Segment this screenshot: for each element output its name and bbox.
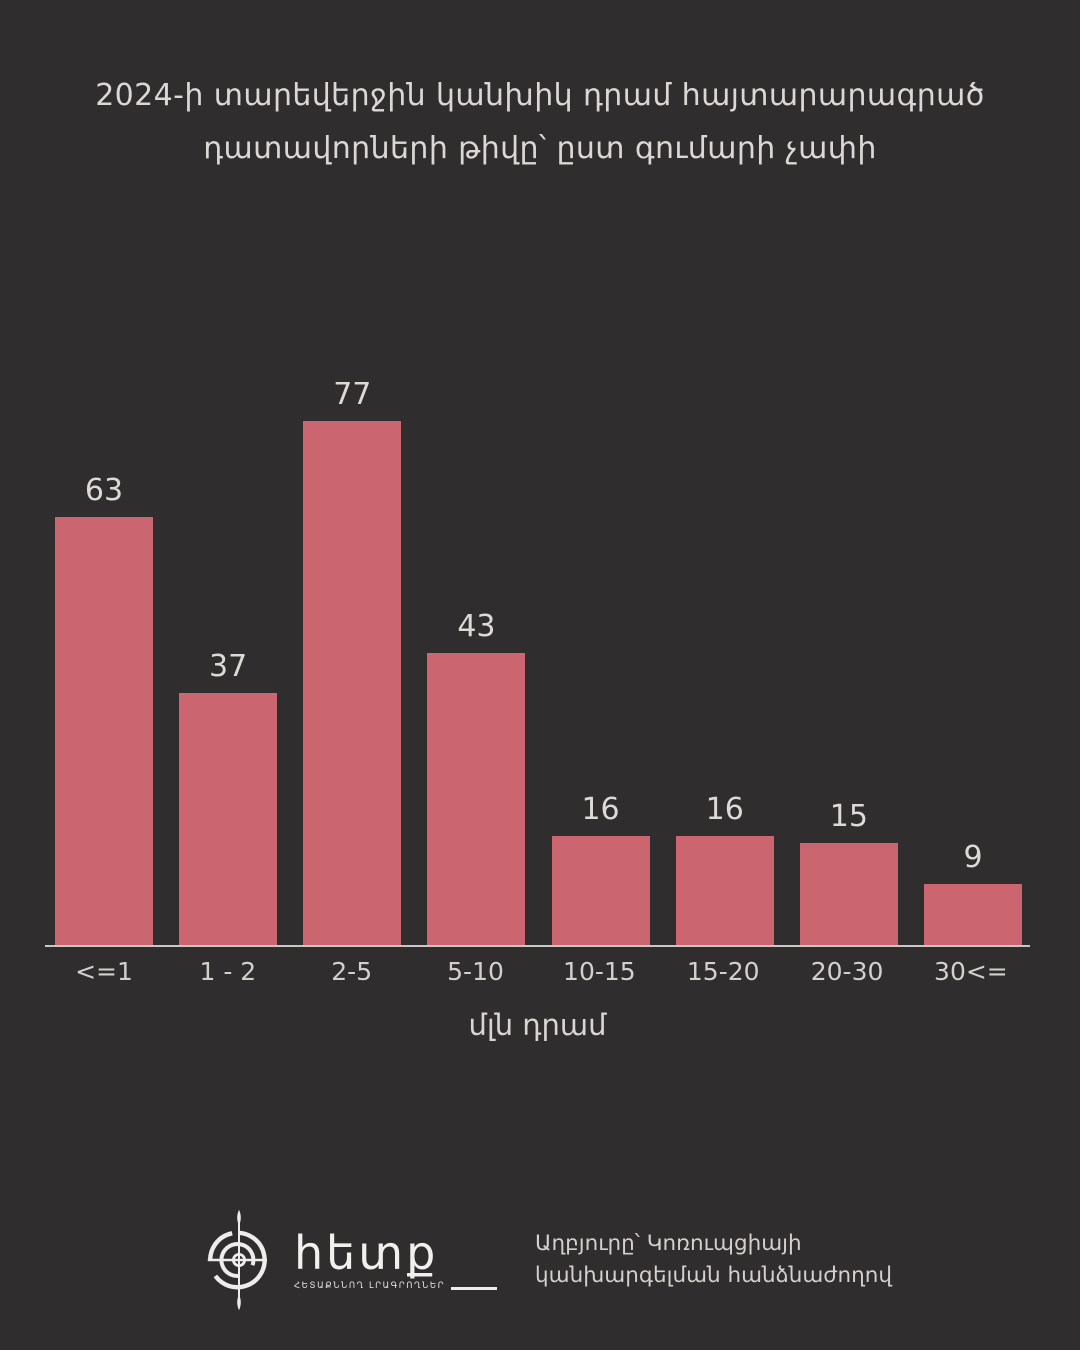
chart-title-line1: 2024-ի տարեվերջին կանխիկ դրամ հայտարարագ…	[95, 78, 985, 113]
bar-column: 77	[303, 377, 402, 945]
bar	[923, 884, 1022, 945]
bar-column: 15	[799, 799, 898, 945]
bars-row: 63 37 77 43 16 16 15 9	[45, 375, 1030, 945]
source-attribution: Աղբյուրը՝ Կոռուպցիայի կանխարգելման հանձն…	[535, 1228, 892, 1293]
source-line2: կանխարգելման հանձնաժողով	[535, 1263, 892, 1289]
bar-value-label: 9	[963, 840, 983, 875]
x-tick-label: 15-20	[686, 957, 760, 986]
bar-value-label: 43	[457, 609, 496, 644]
chart-title: 2024-ի տարեվերջին կանխիկ դրամ հայտարարագ…	[0, 0, 1080, 175]
logo-underline	[451, 1286, 498, 1290]
x-axis-title: մլն դրամ	[468, 1008, 607, 1042]
logo-wordmark: հետք	[294, 1226, 439, 1281]
bar-column: 43	[427, 609, 526, 945]
x-tick-label: 10-15	[563, 957, 636, 986]
x-tick-label: 30<=	[934, 957, 1008, 986]
source-line1: Աղբյուրը՝ Կոռուպցիայի	[535, 1231, 802, 1256]
x-tick-label: <=1	[75, 957, 133, 986]
bar-chart: 63 37 77 43 16 16 15 9 <=1 1 - 2 2-5 5-10 10-15 15-2…	[45, 375, 1030, 1042]
bar-column: 16	[551, 792, 650, 945]
bar-value-label: 77	[333, 377, 372, 412]
ticks-row: <=1 1 - 2 2-5 5-10 10-15 15-20 20-30 30<=	[45, 947, 1030, 986]
bar	[799, 843, 898, 945]
bar	[303, 421, 402, 945]
bar	[427, 653, 526, 945]
bar-column: 63	[55, 473, 153, 945]
x-tick-label: 2-5	[331, 957, 373, 986]
logo-tagline: ՀԵՏԱՔՆՆՈՂ ԼՐԱԳՐՈՂՆԵՐ	[294, 1280, 446, 1291]
x-tick-label: 1 - 2	[199, 957, 257, 986]
bar	[55, 517, 153, 945]
x-axis-line	[45, 945, 1030, 947]
bar	[179, 693, 278, 945]
chart-title-line2: դատավորների թիվը՝ ըստ գումարի չափի	[203, 130, 877, 166]
bar-value-label: 15	[829, 799, 868, 834]
x-tick-label: 5-10	[447, 957, 504, 986]
bar-column: 9	[923, 840, 1022, 945]
bar	[551, 836, 650, 945]
logo-text-column: հետք ՀԵՏԱՔՆՆՈՂ ԼՐԱԳՐՈՂՆԵՐ	[294, 1226, 498, 1291]
hetq-logo: հետք ՀԵՏԱՔՆՆՈՂ ԼՐԱԳՐՈՂՆԵՐ	[196, 1208, 498, 1312]
bar-column: 37	[179, 649, 278, 945]
logo-tagline-row: ՀԵՏԱՔՆՆՈՂ ԼՐԱԳՐՈՂՆԵՐ	[294, 1280, 498, 1291]
compass-icon	[207, 1209, 267, 1311]
bar-value-label: 16	[705, 792, 744, 827]
bar-column: 16	[675, 792, 774, 945]
bar-value-label: 63	[84, 473, 124, 508]
bar	[675, 836, 774, 945]
bar-value-label: 37	[209, 649, 248, 684]
bar-value-label: 16	[581, 792, 620, 827]
x-tick-label: 20-30	[810, 957, 884, 986]
